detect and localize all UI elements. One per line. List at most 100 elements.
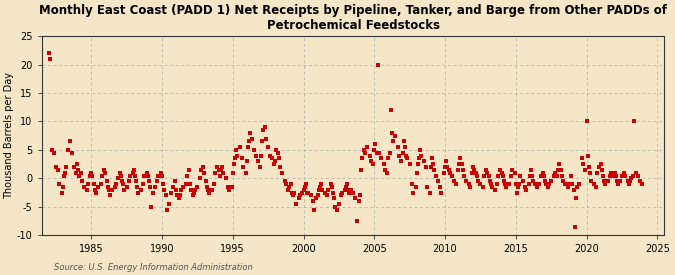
- Point: [541, 182, 552, 186]
- Point: [275, 165, 286, 169]
- Point: [602, 179, 613, 183]
- Point: [227, 170, 238, 175]
- Point: [634, 179, 645, 183]
- Point: [169, 179, 180, 183]
- Point: [588, 182, 599, 186]
- Point: [311, 196, 322, 200]
- Point: [75, 170, 86, 175]
- Point: [141, 170, 152, 175]
- Point: [566, 173, 576, 178]
- Point: [136, 188, 146, 192]
- Point: [68, 165, 79, 169]
- Point: [277, 170, 288, 175]
- Point: [285, 182, 296, 186]
- Point: [390, 133, 401, 138]
- Point: [279, 179, 290, 183]
- Point: [620, 173, 631, 178]
- Point: [616, 173, 627, 178]
- Point: [242, 159, 252, 164]
- Point: [131, 179, 142, 183]
- Point: [458, 173, 469, 178]
- Point: [167, 185, 178, 189]
- Point: [464, 185, 475, 189]
- Point: [537, 170, 548, 175]
- Point: [215, 168, 226, 172]
- Point: [73, 168, 84, 172]
- Point: [224, 188, 235, 192]
- Point: [485, 179, 495, 183]
- Point: [192, 185, 202, 189]
- Point: [481, 168, 491, 172]
- Point: [133, 190, 144, 195]
- Point: [212, 165, 223, 169]
- Point: [586, 179, 597, 183]
- Point: [461, 179, 472, 183]
- Point: [76, 179, 87, 183]
- Point: [291, 202, 302, 206]
- Point: [200, 179, 211, 183]
- Point: [229, 162, 240, 166]
- Point: [507, 168, 518, 172]
- Point: [500, 182, 510, 186]
- Point: [630, 170, 641, 175]
- Point: [138, 182, 148, 186]
- Point: [204, 190, 215, 195]
- Point: [333, 202, 344, 206]
- Point: [147, 190, 158, 195]
- Point: [515, 173, 526, 178]
- Point: [298, 188, 309, 192]
- Point: [400, 145, 410, 149]
- Point: [430, 173, 441, 178]
- Point: [270, 159, 281, 164]
- Point: [53, 168, 63, 172]
- Point: [441, 159, 452, 164]
- Point: [548, 173, 559, 178]
- Point: [382, 170, 393, 175]
- Point: [252, 159, 263, 164]
- Point: [556, 173, 567, 178]
- Point: [155, 170, 166, 175]
- Point: [97, 173, 107, 178]
- Point: [553, 168, 564, 172]
- Point: [144, 179, 155, 183]
- Point: [346, 188, 356, 192]
- Point: [145, 185, 156, 189]
- Point: [539, 173, 549, 178]
- Point: [194, 176, 205, 181]
- Point: [554, 162, 565, 166]
- Point: [542, 185, 553, 189]
- Point: [288, 193, 298, 198]
- Point: [410, 185, 421, 189]
- Point: [163, 202, 174, 206]
- Point: [567, 182, 578, 186]
- Point: [99, 168, 109, 172]
- Point: [215, 173, 225, 178]
- Point: [613, 182, 624, 186]
- Point: [323, 188, 333, 192]
- Point: [457, 168, 468, 172]
- Point: [560, 182, 570, 186]
- Point: [491, 182, 502, 186]
- Point: [317, 188, 328, 192]
- Point: [259, 125, 270, 129]
- Point: [258, 128, 269, 132]
- Point: [95, 182, 106, 186]
- Point: [570, 196, 581, 200]
- Point: [45, 57, 55, 61]
- Point: [422, 185, 433, 189]
- Point: [86, 170, 97, 175]
- Point: [132, 185, 142, 189]
- Point: [416, 153, 427, 158]
- Point: [105, 193, 115, 198]
- Point: [421, 165, 431, 169]
- Point: [495, 168, 506, 172]
- Point: [336, 193, 347, 198]
- Point: [114, 170, 125, 175]
- Point: [466, 170, 477, 175]
- Point: [243, 145, 254, 149]
- Point: [348, 190, 358, 195]
- Point: [534, 182, 545, 186]
- Point: [313, 188, 324, 192]
- Point: [436, 190, 447, 195]
- Point: [477, 185, 488, 189]
